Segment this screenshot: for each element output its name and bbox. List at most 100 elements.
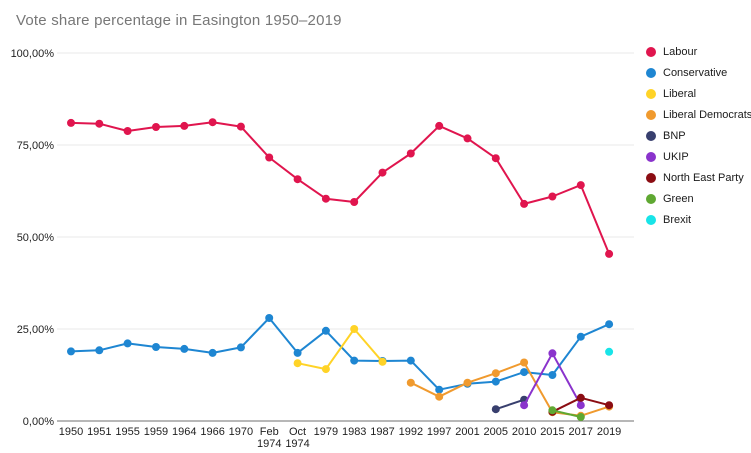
data-point-liberal-democrats xyxy=(406,378,415,387)
data-point-green xyxy=(576,413,585,421)
x-tick-label: 1950 xyxy=(59,426,83,438)
x-tick-label: 2017 xyxy=(569,426,593,438)
legend-item-bnp: BNP xyxy=(646,125,751,146)
data-point-labour xyxy=(435,121,444,130)
data-point-ukip xyxy=(520,401,529,410)
data-point-conservative xyxy=(208,348,217,357)
data-point-conservative xyxy=(236,343,245,352)
data-point-green xyxy=(548,406,557,415)
series-line-labour xyxy=(70,121,611,255)
legend-label: UKIP xyxy=(663,150,689,163)
data-point-liberal xyxy=(350,325,359,333)
data-point-conservative xyxy=(350,356,359,365)
data-point-labour xyxy=(463,134,472,143)
legend-label: Brexit xyxy=(663,213,692,226)
legend-swatch-icon xyxy=(646,67,656,78)
x-tick-label: 1987 xyxy=(370,426,394,438)
legend-swatch-icon xyxy=(646,151,656,162)
legend-item-brexit: Brexit xyxy=(646,209,751,230)
series-line-liberal xyxy=(296,328,384,371)
x-tick-label: Oct 1974 xyxy=(285,426,309,450)
data-point-labour xyxy=(321,194,330,203)
data-point-labour xyxy=(576,181,585,190)
data-point-conservative xyxy=(293,348,302,357)
x-tick-label: 1951 xyxy=(87,426,111,438)
data-point-labour xyxy=(293,175,302,184)
series-line-bnp xyxy=(494,398,526,411)
x-tick-label: 1979 xyxy=(314,426,338,438)
x-tick-label: 1964 xyxy=(172,426,196,438)
data-point-conservative xyxy=(123,339,132,348)
data-point-north-east-party xyxy=(576,393,585,402)
legend-item-green: Green xyxy=(646,188,751,209)
chart-title: Vote share percentage in Easington 1950–… xyxy=(16,12,342,29)
data-point-conservative xyxy=(605,320,614,329)
data-point-labour xyxy=(236,122,245,131)
legend-swatch-icon xyxy=(646,214,656,225)
y-tick-label: 75,00% xyxy=(17,140,55,152)
data-point-conservative xyxy=(435,385,444,394)
legend-swatch-icon xyxy=(646,46,656,57)
legend: Labour Conservative Liberal Liberal Democra… xyxy=(646,41,751,230)
data-point-liberal-democrats xyxy=(491,369,500,378)
data-point-labour xyxy=(548,192,557,201)
x-tick-label: 1966 xyxy=(200,426,224,438)
data-point-brexit xyxy=(605,347,614,356)
legend-swatch-icon xyxy=(646,172,656,183)
data-point-labour xyxy=(520,199,529,208)
data-point-conservative xyxy=(406,356,415,365)
x-tick-label: 2015 xyxy=(540,426,564,438)
legend-label: North East Party xyxy=(663,171,744,184)
x-tick-label: 1955 xyxy=(115,426,139,438)
data-point-labour xyxy=(208,118,217,127)
x-tick-label: 1983 xyxy=(342,426,366,438)
data-point-labour xyxy=(406,149,415,158)
data-point-liberal xyxy=(321,365,330,374)
series-line-conservative xyxy=(70,317,611,391)
x-tick-label: 2019 xyxy=(597,426,621,438)
data-point-conservative xyxy=(321,326,330,335)
x-tick-label: 1997 xyxy=(427,426,451,438)
data-point-labour xyxy=(95,119,104,128)
x-tick-label: 1959 xyxy=(144,426,168,438)
data-point-north-east-party xyxy=(605,401,614,410)
data-point-conservative xyxy=(180,344,189,353)
data-point-conservative xyxy=(491,377,500,386)
x-tick-label: 1970 xyxy=(229,426,253,438)
x-tick-label: 2005 xyxy=(484,426,508,438)
series-line-green xyxy=(551,409,582,418)
legend-swatch-icon xyxy=(646,88,656,99)
y-tick-label: 25,00% xyxy=(17,324,55,336)
legend-label: Labour xyxy=(663,45,698,58)
legend-item-liberal-democrats: Liberal Democrats xyxy=(646,104,751,125)
data-point-liberal xyxy=(378,357,387,366)
x-tick-label: 2010 xyxy=(512,426,536,438)
data-point-labour xyxy=(605,249,614,258)
y-tick-label: 50,00% xyxy=(17,232,55,244)
legend-swatch-icon xyxy=(646,109,656,120)
data-point-liberal xyxy=(293,359,302,368)
legend-swatch-icon xyxy=(646,130,656,141)
data-point-labour xyxy=(152,123,160,131)
legend-item-conservative: Conservative xyxy=(646,62,751,83)
data-point-labour xyxy=(378,168,387,177)
legend-label: Liberal xyxy=(663,87,697,100)
legend-swatch-icon xyxy=(646,193,656,204)
legend-item-liberal: Liberal xyxy=(646,83,751,104)
data-point-labour xyxy=(491,154,500,163)
x-tick-label: 1992 xyxy=(399,426,423,438)
data-point-liberal-democrats xyxy=(520,358,529,367)
data-point-ukip xyxy=(548,349,557,358)
y-tick-label: 100,00% xyxy=(11,48,55,60)
legend-label: BNP xyxy=(663,129,686,142)
data-point-labour xyxy=(123,127,132,135)
data-point-liberal-democrats xyxy=(435,392,444,401)
data-point-conservative xyxy=(152,343,160,351)
data-point-conservative xyxy=(576,332,585,341)
x-tick-label: 2001 xyxy=(455,426,479,438)
data-point-ukip xyxy=(576,401,585,410)
legend-label: Green xyxy=(663,192,694,205)
legend-item-north-east-party: North East Party xyxy=(646,167,751,188)
